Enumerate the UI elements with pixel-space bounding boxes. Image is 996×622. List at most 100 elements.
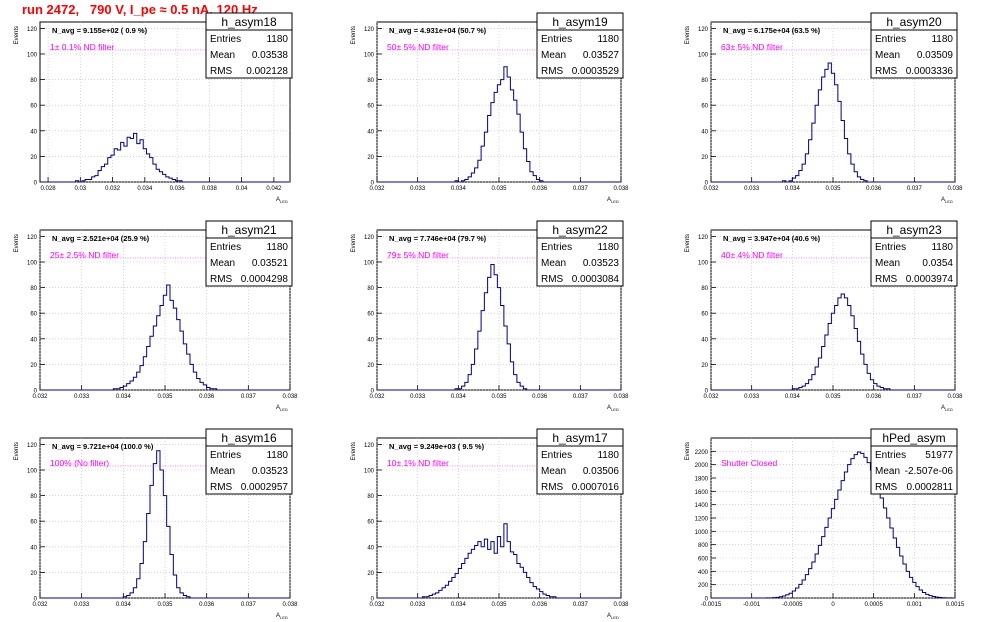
x-tick-label: -0.001 [743,602,761,608]
x-tick-label: 0.035 [825,186,841,192]
stat-value: 0.03509 [917,50,954,61]
y-tick-label: 1400 [695,503,709,509]
x-tick-label: 0.033 [744,394,760,400]
x-tick-label: 0.034 [785,394,801,400]
stat-label: Entries [210,242,241,253]
x-tick-label: 0.037 [241,394,257,400]
stat-label: Mean [875,466,900,477]
y-tick-label: 80 [367,494,374,500]
y-tick-label: 120 [364,27,375,33]
histogram-line [711,451,955,599]
histogram-name: h_asym19 [552,15,608,29]
x-tick-label: 0.038 [282,602,298,608]
histogram-line [40,284,290,391]
stat-value: 0.0003529 [572,66,620,77]
stat-label: Entries [210,450,241,461]
y-tick-label: 20 [367,363,374,369]
histogram-line [711,293,955,391]
y-axis-title: Events [685,234,691,252]
stat-label: Mean [210,50,235,61]
x-tick-label: 0.032 [703,394,719,400]
stat-label: RMS [541,66,564,77]
stat-value: 0.0002811 [906,482,953,493]
histogram-line [377,523,621,599]
x-tick-label: 0.036 [532,186,548,192]
histogram-line [377,264,621,391]
panel-h_asym19: 0 20 40 60 80 100 120 0.032 0.033 0.034 0.035 0.036… [351,12,629,204]
y-tick-label: 100 [698,261,709,267]
y-tick-label: 1000 [695,530,709,536]
stat-value: 0.0003084 [572,274,620,285]
y-tick-label: 100 [27,53,38,59]
stat-value: 51977 [925,450,953,461]
x-tick-label: 0.032 [369,186,385,192]
stat-value: 0.002128 [246,66,288,77]
x-axis-title: ALED [276,405,288,412]
x-tick-label: 0.034 [137,186,153,192]
navg-label: N_avg = 3.947e+04 (40.6 %) [723,234,821,243]
y-tick-label: 1800 [695,477,709,483]
y-tick-label: 80 [701,78,708,84]
y-axis-title: Events [14,442,20,460]
x-tick-label: 0.038 [282,394,298,400]
y-tick-label: 60 [30,104,37,110]
x-tick-label: 0.035 [491,602,507,608]
panel-h_asym21: 0 20 40 60 80 100 120 0.032 0.033 0.034 0.035 0.036… [14,220,298,412]
y-tick-label: 20 [701,363,708,369]
x-tick-label: 0.033 [74,394,90,400]
x-tick-label: 0.034 [451,602,467,608]
x-tick-label: 0.036 [866,186,882,192]
stat-label: RMS [875,482,898,493]
stat-label: Mean [541,50,566,61]
x-axis-title: ALED [276,197,288,204]
histogram-name: h_asym23 [886,223,942,237]
x-tick-label: 0.037 [241,602,257,608]
x-tick-label: 0.033 [744,186,760,192]
stat-label: Mean [541,258,566,269]
x-tick-label: 0.033 [410,186,426,192]
y-tick-label: 60 [367,312,374,318]
x-tick-label: 0.03 [74,186,86,192]
x-tick-label: 0.0005 [864,602,883,608]
stat-label: RMS [210,482,233,493]
stat-value: 1180 [931,242,953,253]
x-tick-label: 0.036 [170,186,186,192]
x-tick-label: 0.038 [947,394,963,400]
histogram-name: h_asym18 [221,15,277,29]
filter-label: 100% (No filter) [50,458,109,468]
y-tick-label: 100 [364,53,375,59]
stat-label: Entries [210,34,241,45]
y-tick-label: 400 [698,570,709,576]
y-tick-label: 800 [698,543,709,549]
histogram-line [40,132,289,183]
x-tick-label: -0.0005 [782,602,803,608]
stat-value: 0.0007016 [572,482,620,493]
filter-label: 25± 2.5% ND filter [50,250,119,260]
y-tick-label: 20 [30,363,37,369]
y-tick-label: 0 [34,181,38,187]
stat-label: Entries [541,242,572,253]
y-tick-label: 20 [367,155,374,161]
x-tick-label: -0.0015 [701,602,722,608]
filter-label: 50± 5% ND filter [387,42,449,52]
y-tick-label: 100 [364,469,375,475]
y-tick-label: 60 [367,104,374,110]
y-tick-label: 120 [698,27,709,33]
x-axis-title: ALED [607,613,619,620]
stat-value: 0.0004298 [241,274,289,285]
y-tick-label: 40 [701,129,708,135]
x-axis-title: ALED [941,197,953,204]
stat-label: Entries [541,450,572,461]
y-tick-label: 80 [367,78,374,84]
y-tick-label: 60 [30,520,37,526]
y-tick-label: 120 [27,27,38,33]
x-tick-label: 0.034 [116,394,132,400]
stats-box [536,428,624,495]
y-tick-label: 120 [364,443,375,449]
filter-label: 63± 5% ND filter [721,42,783,52]
x-tick-label: 0.032 [369,602,385,608]
stat-label: RMS [210,274,233,285]
y-tick-label: 100 [27,469,38,475]
x-tick-label: 0.035 [491,394,507,400]
